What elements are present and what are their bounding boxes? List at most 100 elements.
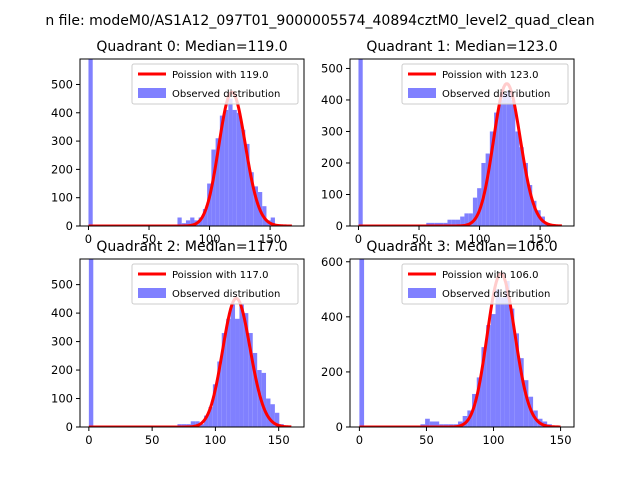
histogram-bar	[198, 217, 203, 226]
histogram-bar	[190, 421, 196, 427]
axes-frame	[349, 58, 575, 227]
histogram-bar	[434, 421, 440, 427]
histogram-bar	[509, 308, 515, 427]
legend-observed-swatch	[408, 88, 436, 98]
histogram-bar	[523, 380, 529, 427]
histogram-bar	[430, 222, 435, 226]
y-tick-label: 300	[51, 134, 73, 148]
histogram-bar	[485, 153, 490, 226]
histogram-bar	[486, 325, 491, 427]
legend-observed-swatch	[408, 288, 436, 298]
histogram-bar	[88, 259, 94, 427]
y-tick-label: 200	[321, 156, 343, 170]
legend-poisson-label: Poission with 117.0	[172, 270, 268, 281]
histogram-bar	[208, 407, 213, 427]
y-tick-label: 100	[51, 392, 73, 406]
y-tick-label: 500	[51, 77, 73, 91]
histogram-bar	[502, 93, 507, 226]
y-tick-label: 0	[66, 420, 73, 434]
histogram-bar	[261, 372, 267, 427]
x-tick-label: 100	[199, 232, 221, 246]
histogram-bar	[211, 149, 216, 226]
histogram-bar	[460, 216, 465, 226]
subplot-title: Quadrant 0: Median=119.0	[96, 39, 287, 55]
legend: Poission with 119.0 Observed distribution	[131, 63, 299, 105]
histogram-bar	[498, 99, 503, 226]
x-tick-label: 50	[412, 232, 427, 246]
histogram-bar	[468, 213, 473, 226]
histogram-bar	[490, 314, 496, 427]
y-tick-label: 400	[321, 310, 343, 324]
histogram-bar	[88, 59, 93, 226]
histogram-bar	[443, 222, 448, 226]
subplot-title: Quadrant 3: Median=106.0	[366, 239, 557, 255]
legend-box	[131, 63, 299, 105]
histogram-bar	[464, 213, 469, 226]
legend-observed-label: Observed distribution	[442, 89, 550, 100]
y-tick-label: 200	[51, 162, 73, 176]
histogram-bar	[270, 217, 275, 226]
y-tick-label: 100	[321, 187, 343, 201]
histogram-bar	[236, 112, 242, 226]
histogram-bar	[511, 99, 516, 226]
histogram-bar	[219, 115, 225, 226]
histogram-bar	[532, 200, 537, 226]
legend: Poission with 106.0 Observed distribution	[401, 263, 569, 305]
x-tick-label: 150	[550, 433, 572, 447]
x-tick-label: 150	[268, 433, 290, 447]
histogram-bar	[495, 289, 501, 427]
histogram-bar	[207, 183, 212, 226]
histogram-bar	[230, 304, 236, 427]
histogram-bar	[527, 185, 533, 226]
subplot-0: 0 50 100 150 0 100 200 300 400 500 Quadrant 0: Med…	[51, 39, 305, 246]
histogram-bar	[235, 318, 240, 427]
histogram-bar	[451, 219, 456, 226]
histogram-bar	[245, 143, 250, 226]
subplot-2: 0 50 100 150 0 100 200 300 400 500 Quadrant 2: Med…	[51, 239, 305, 447]
histogram-bar	[239, 304, 244, 427]
x-tick-label: 0	[85, 232, 92, 246]
axes-frame	[349, 258, 575, 428]
histogram-bar	[202, 209, 208, 226]
histogram-bar	[523, 162, 528, 226]
x-tick-label: 50	[419, 433, 434, 447]
histogram-bar	[190, 217, 195, 226]
histogram-bars	[88, 259, 284, 427]
x-tick-label: 0	[356, 433, 363, 447]
histogram-bar	[270, 404, 275, 427]
histogram-bar	[429, 421, 435, 427]
histogram-bar	[274, 412, 280, 427]
legend-poisson-label: Poission with 119.0	[172, 70, 268, 81]
histogram-bar	[212, 384, 218, 427]
x-tick-label: 0	[355, 232, 362, 246]
y-tick-label: 300	[51, 335, 73, 349]
histogram-bar	[228, 98, 233, 226]
y-tick-label: 400	[51, 106, 73, 120]
subplot-3: 0 50 100 150 0 200 400 600 Quadrant 3: Median=10…	[321, 239, 575, 447]
x-tick-label: 50	[142, 232, 157, 246]
histogram-bar	[248, 333, 253, 427]
histogram-bar	[204, 415, 209, 427]
histogram-bar	[224, 109, 229, 226]
histogram-bar	[266, 398, 271, 427]
legend-box	[131, 263, 299, 305]
histogram-bar	[489, 131, 495, 226]
histogram-bar	[514, 333, 520, 427]
x-tick-label: 100	[469, 232, 491, 246]
legend-observed-label: Observed distribution	[442, 289, 550, 300]
poisson-curve	[88, 90, 293, 226]
histogram-bar	[504, 281, 510, 427]
y-tick-label: 200	[321, 365, 343, 379]
y-tick-label: 500	[51, 278, 73, 292]
histogram-bar	[359, 259, 365, 427]
histogram-bar	[232, 109, 237, 226]
subplot-1: 0 50 100 150 0 100 200 300 400 500 Quadrant 1: Med…	[321, 39, 575, 246]
legend-box	[401, 63, 569, 105]
legend-box	[401, 263, 569, 305]
histogram-bar	[447, 219, 452, 226]
histogram-bar	[253, 186, 258, 226]
x-tick-label: 100	[204, 433, 226, 447]
histogram-bar	[249, 172, 254, 226]
histogram-bar	[472, 197, 478, 226]
y-tick-label: 100	[51, 191, 73, 205]
